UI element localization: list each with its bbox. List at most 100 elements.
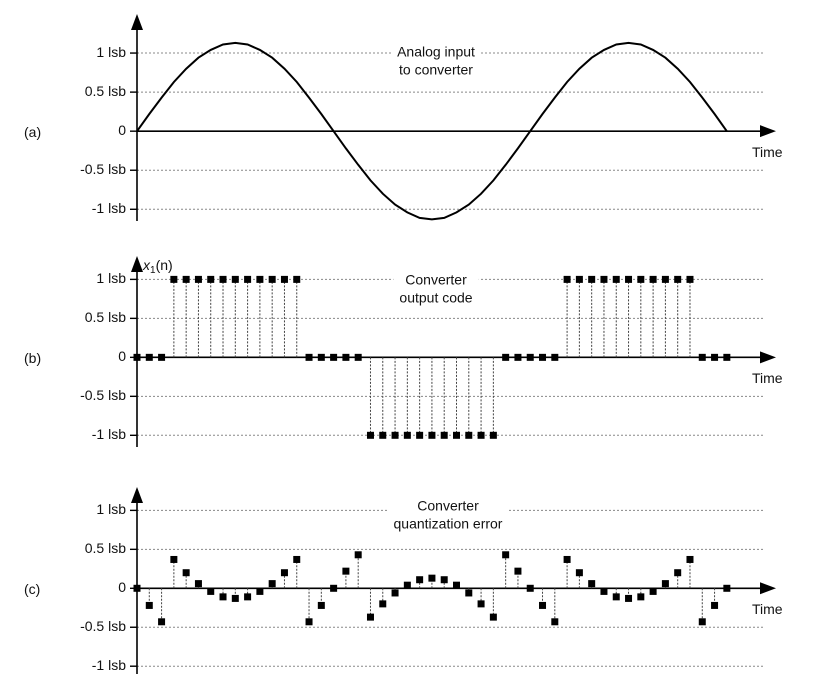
x-axis-label: Time — [752, 601, 783, 617]
y-tick-label: 0.5 lsb — [85, 83, 126, 99]
sample-point — [600, 275, 608, 283]
sample-point — [698, 618, 706, 626]
sample-point — [182, 569, 190, 577]
sample-point — [379, 431, 387, 439]
x-axis-arrow — [760, 582, 776, 595]
sample-point — [158, 353, 166, 361]
sample-point — [207, 275, 215, 283]
y-tick-label: -1 lsb — [92, 200, 126, 216]
y-label-var: x — [142, 257, 151, 273]
sample-point — [330, 353, 338, 361]
sample-point — [416, 431, 424, 439]
sample-point — [428, 574, 436, 582]
panel: 1 lsb 0.5 lsb 0 -0.5 lsb -1 lsb (b) Time x1(n) C… — [24, 256, 783, 447]
y-axis-arrow — [131, 14, 143, 30]
sample-point — [477, 600, 485, 608]
sample-point — [563, 275, 571, 283]
sample-point — [674, 569, 682, 577]
sample-point — [194, 580, 202, 588]
annotation-bg — [387, 495, 509, 534]
sample-point — [612, 593, 620, 601]
x-axis-label: Time — [752, 144, 783, 160]
panel-label: (c) — [24, 581, 40, 597]
sample-point — [637, 275, 645, 283]
annotation: output code — [399, 290, 472, 306]
sample-point — [366, 613, 374, 621]
annotation: Converter — [417, 498, 479, 514]
panel: 1 lsb 0.5 lsb 0 -0.5 lsb -1 lsb (a) Time Analog… — [24, 14, 783, 221]
sample-point — [465, 431, 473, 439]
sample-point — [440, 431, 448, 439]
sample-point — [170, 555, 178, 563]
sample-point — [723, 353, 731, 361]
x-axis-arrow — [760, 125, 776, 138]
sample-point — [354, 551, 362, 559]
sample-point — [428, 431, 436, 439]
y-tick-label: 0 — [118, 579, 126, 595]
x-axis-arrow — [760, 351, 776, 364]
sample-point — [674, 275, 682, 283]
y-tick-label: 0.5 lsb — [85, 309, 126, 325]
sample-point — [489, 613, 497, 621]
sample-point — [219, 275, 227, 283]
sample-point — [723, 584, 731, 592]
annotation: quantization error — [394, 516, 503, 532]
sample-point — [453, 581, 460, 589]
y-label-sub: 1 — [150, 265, 156, 276]
sample-point — [342, 353, 350, 361]
annotation-bg — [393, 269, 479, 308]
sample-point — [514, 567, 522, 575]
sample-point — [158, 618, 166, 626]
sample-point — [514, 353, 522, 361]
y-tick-label: -1 lsb — [92, 426, 126, 442]
sample-point — [551, 618, 559, 626]
sample-point — [305, 618, 313, 626]
sample-point — [391, 431, 399, 439]
sample-point — [539, 353, 547, 361]
annotation: Analog input — [397, 44, 475, 60]
sample-point — [256, 275, 264, 283]
sample-point — [575, 275, 583, 283]
sample-point — [625, 275, 633, 283]
sample-point — [612, 275, 620, 283]
x-axis-label: Time — [752, 370, 783, 386]
sample-point — [268, 275, 276, 283]
sample-point — [391, 589, 399, 597]
sample-point — [256, 587, 264, 595]
sample-point — [207, 587, 215, 595]
sample-point — [686, 555, 694, 563]
y-axis-arrow — [131, 256, 143, 272]
sample-point — [600, 587, 608, 595]
sample-point — [366, 431, 374, 439]
sample-point — [182, 275, 190, 283]
sample-point — [698, 353, 706, 361]
y-tick-label: 0.5 lsb — [85, 540, 126, 556]
sample-point — [661, 580, 669, 588]
sample-point — [231, 594, 239, 602]
sample-point — [244, 275, 252, 283]
panel-label: (b) — [24, 350, 41, 366]
sample-point — [145, 601, 153, 609]
sample-point — [465, 589, 473, 597]
panel-label: (a) — [24, 124, 41, 140]
sample-point — [268, 580, 276, 588]
sample-point — [563, 555, 571, 563]
sample-point — [354, 353, 362, 361]
y-tick-label: 1 lsb — [96, 44, 126, 60]
y-tick-label: -1 lsb — [92, 657, 126, 673]
sample-point — [526, 353, 534, 361]
sample-point — [551, 353, 559, 361]
sample-point — [403, 581, 411, 589]
y-tick-label: 1 lsb — [96, 270, 126, 286]
sample-point — [219, 593, 227, 601]
annotation: to converter — [399, 62, 473, 78]
sample-point — [625, 594, 633, 602]
sample-point — [453, 431, 460, 439]
sample-point — [440, 576, 448, 584]
sample-point — [293, 275, 301, 283]
sample-point — [575, 569, 583, 577]
sample-point — [305, 353, 313, 361]
sample-point — [280, 275, 288, 283]
sample-point — [280, 569, 288, 577]
sample-point — [379, 600, 387, 608]
